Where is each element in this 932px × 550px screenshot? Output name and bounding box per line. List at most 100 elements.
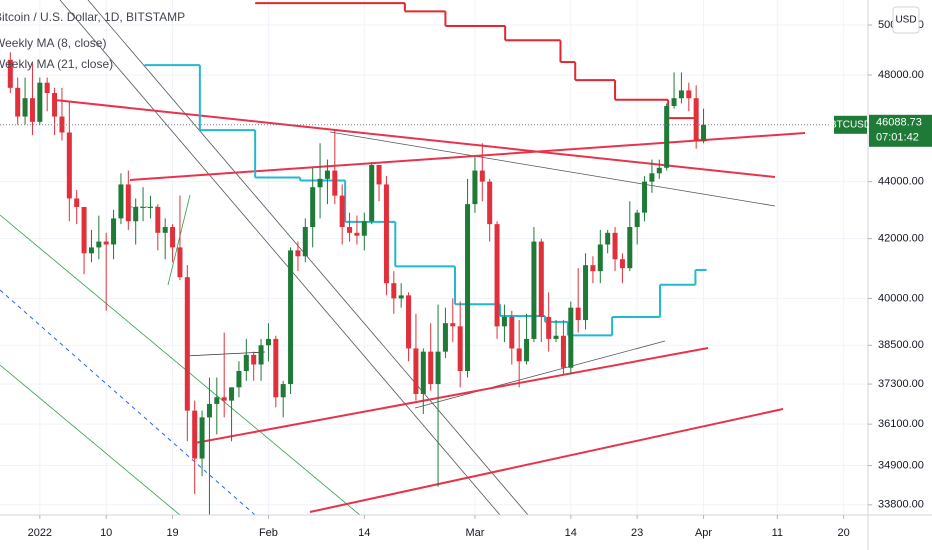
candle-body bbox=[258, 345, 264, 365]
x-tick-label: 19 bbox=[166, 527, 178, 539]
trend-line bbox=[0, 214, 361, 515]
countdown-label: 07:01:42 bbox=[876, 132, 919, 144]
candle-body bbox=[273, 338, 279, 398]
candle-body bbox=[7, 59, 13, 88]
candle-body bbox=[420, 351, 426, 394]
candle-body bbox=[96, 241, 102, 248]
candle-body bbox=[538, 241, 544, 317]
candle-body bbox=[428, 351, 434, 385]
y-tick-label: 42000.00 bbox=[878, 233, 924, 245]
legend-title: Bitcoin / U.S. Dollar, 1D, BITSTAMP bbox=[0, 10, 185, 24]
candle-body bbox=[656, 167, 662, 174]
trend-line bbox=[0, 289, 256, 515]
candle-body bbox=[627, 227, 633, 269]
candle-body bbox=[236, 370, 242, 388]
candle-body bbox=[479, 170, 485, 182]
candle-body bbox=[472, 170, 478, 205]
candle-body bbox=[229, 387, 235, 401]
trend-line bbox=[129, 132, 806, 181]
x-tick-label: Apr bbox=[695, 527, 712, 539]
candle-body bbox=[590, 265, 596, 272]
candle-body bbox=[155, 206, 161, 233]
plot bbox=[0, 2, 868, 515]
trend-line bbox=[167, 194, 191, 286]
x-tick-label: Mar bbox=[465, 527, 484, 539]
candle-body bbox=[147, 206, 153, 208]
candle-body bbox=[103, 241, 109, 245]
candle-body bbox=[295, 250, 301, 257]
candle-body bbox=[457, 326, 463, 371]
candle-body bbox=[450, 323, 456, 327]
candle-body bbox=[619, 259, 625, 269]
candle-body bbox=[509, 316, 515, 349]
candle-body bbox=[118, 184, 124, 219]
x-tick-label: Feb bbox=[259, 527, 278, 539]
candle-body bbox=[206, 403, 212, 418]
last-price-label: 46088.73 bbox=[876, 117, 922, 129]
y-tick-label: 40000.00 bbox=[878, 292, 924, 304]
candle-body bbox=[214, 397, 220, 404]
legend: Weekly MA (8, close) Weekly MA (21, close… bbox=[0, 36, 113, 71]
legend-entry: Weekly MA (8, close) bbox=[0, 36, 106, 50]
candle-body bbox=[332, 170, 338, 196]
candle-body bbox=[597, 244, 603, 272]
candle-body bbox=[361, 221, 367, 236]
candle-body bbox=[575, 307, 581, 321]
candle-body bbox=[243, 354, 249, 371]
candle-body bbox=[383, 184, 389, 284]
candle-body bbox=[317, 178, 323, 188]
candle-body bbox=[184, 277, 190, 411]
y-tick-label: 38500.00 bbox=[878, 339, 924, 351]
y-tick-label: 48000.00 bbox=[878, 69, 924, 81]
candle-body bbox=[398, 295, 404, 299]
grid bbox=[0, 0, 868, 515]
symbol-badge bbox=[834, 115, 867, 134]
candle-body bbox=[369, 165, 375, 222]
drawings bbox=[0, 0, 806, 515]
candle-body bbox=[192, 410, 198, 459]
x-tick-label: 11 bbox=[772, 527, 783, 539]
candle-body bbox=[177, 247, 183, 278]
candle-body bbox=[413, 348, 419, 394]
y-tick-label: 34900.00 bbox=[878, 459, 924, 471]
currency[interactable]: USD bbox=[895, 15, 916, 26]
candle-body bbox=[671, 98, 677, 107]
candle-body bbox=[288, 250, 294, 385]
candle-body bbox=[310, 187, 316, 228]
candle-body bbox=[302, 227, 308, 257]
candle-body bbox=[74, 198, 80, 207]
candle-body bbox=[111, 218, 117, 245]
candle-body bbox=[251, 354, 257, 365]
candle-body bbox=[29, 98, 35, 122]
symbol-label: BTCUSD bbox=[830, 119, 871, 130]
candle-body bbox=[553, 335, 559, 339]
candle-body bbox=[15, 87, 21, 117]
candle-body bbox=[605, 232, 611, 245]
candle-body bbox=[693, 98, 699, 141]
candle-body bbox=[568, 307, 574, 368]
currency-button[interactable] bbox=[892, 6, 920, 34]
legend-entry: Weekly MA (21, close) bbox=[0, 57, 113, 71]
trend-line bbox=[184, 351, 266, 357]
candle-body bbox=[81, 206, 87, 254]
candle-body bbox=[649, 173, 655, 182]
trend-line bbox=[59, 0, 501, 515]
candle-body bbox=[170, 227, 176, 248]
y-tick-label: 36100.00 bbox=[878, 418, 924, 430]
candle-body bbox=[442, 323, 448, 352]
candle-body bbox=[125, 184, 131, 222]
trend-line bbox=[54, 99, 776, 178]
candle-body bbox=[678, 90, 684, 99]
candle-body bbox=[22, 98, 28, 117]
candle-body bbox=[391, 283, 397, 299]
candle-body bbox=[487, 181, 493, 225]
candle-body bbox=[162, 227, 168, 233]
candle-body bbox=[199, 417, 205, 459]
y-tick-label: 33800.00 bbox=[878, 499, 924, 511]
candle-body bbox=[66, 132, 72, 199]
x-tick-label: 23 bbox=[631, 527, 643, 539]
x-tick-label: 14 bbox=[358, 527, 370, 539]
candle-body bbox=[686, 90, 692, 99]
last-price-badge bbox=[869, 114, 932, 147]
